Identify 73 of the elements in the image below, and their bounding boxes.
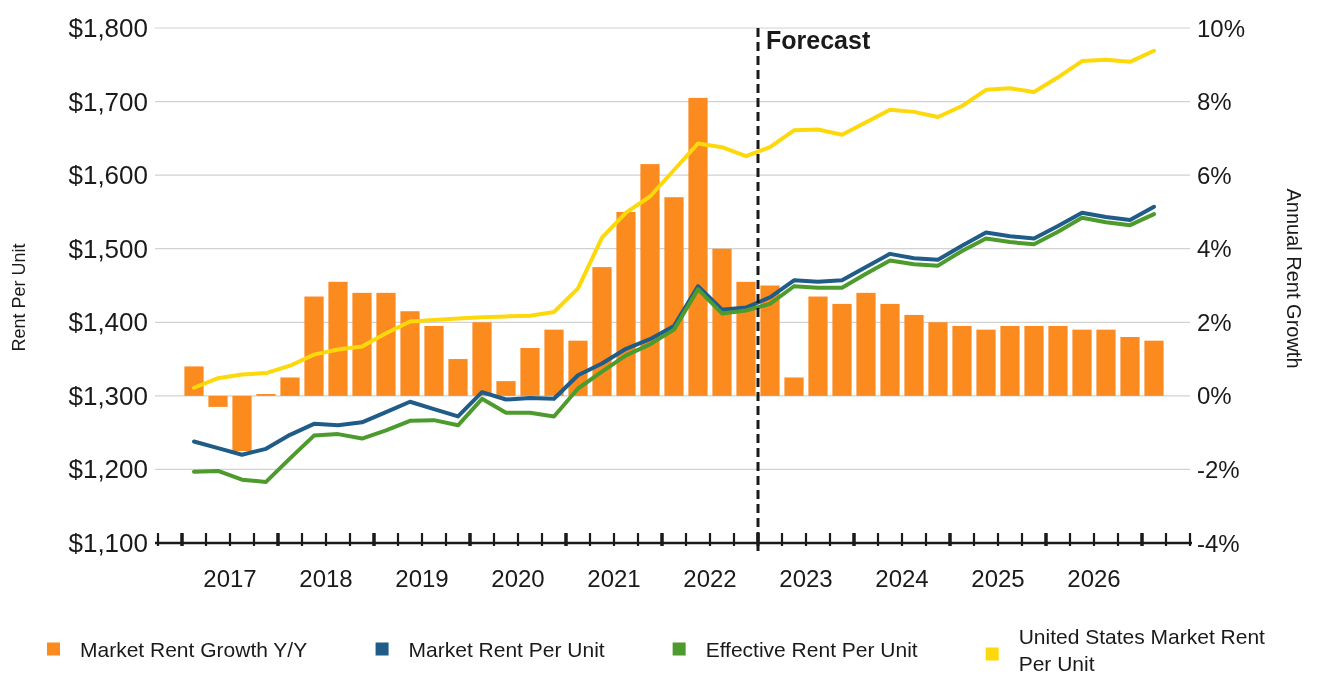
- y2-tick-label: -4%: [1197, 529, 1240, 557]
- bar: [400, 311, 420, 396]
- legend-label: Market Rent Per Unit: [408, 637, 605, 661]
- legend-label: United States Market Rent Per Unit: [1018, 624, 1266, 674]
- bar: [976, 329, 996, 396]
- y-tick-label: $1,600: [68, 160, 148, 191]
- bar: [1096, 329, 1116, 396]
- bar: [808, 296, 828, 396]
- y-axis-title: Rent Per Unit: [9, 243, 29, 352]
- bar: [592, 267, 612, 396]
- bar: [280, 377, 300, 396]
- y-tick-label: $1,200: [68, 454, 148, 485]
- bar: [904, 314, 924, 396]
- y2-tick-label: 2%: [1197, 308, 1232, 336]
- y2-tick-label: 10%: [1197, 14, 1246, 42]
- y2-axis-title: Annual Rent Growth: [1283, 188, 1305, 369]
- bar: [640, 164, 660, 396]
- bar: [328, 281, 348, 396]
- bar: [952, 325, 972, 396]
- x-tick-label: 2018: [299, 564, 353, 592]
- bar: [1048, 325, 1068, 396]
- bar: [712, 248, 732, 396]
- bar: [688, 97, 708, 396]
- bar: [472, 322, 492, 396]
- x-tick-label: 2017: [203, 564, 257, 592]
- y-tick-label: $1,100: [68, 528, 148, 558]
- bar: [832, 303, 852, 396]
- x-tick-label: 2020: [491, 564, 545, 592]
- y-tick-label: $1,400: [68, 307, 148, 338]
- bar: [352, 292, 372, 396]
- bar: [928, 322, 948, 396]
- x-tick-label: 2019: [395, 564, 449, 592]
- bar: [208, 395, 228, 407]
- x-tick-label: 2021: [587, 564, 641, 592]
- bar: [304, 296, 324, 396]
- y-tick-label: $1,800: [68, 13, 148, 43]
- x-tick-label: 2024: [875, 564, 929, 592]
- bar: [880, 303, 900, 396]
- bar: [448, 359, 468, 396]
- y2-tick-label: -2%: [1197, 455, 1240, 483]
- bar: [232, 395, 252, 452]
- x-tick-label: 2025: [971, 564, 1025, 592]
- y2-tick-label: 4%: [1197, 235, 1232, 263]
- bar: [1000, 325, 1020, 396]
- x-tick-label: 2023: [779, 564, 833, 592]
- bar: [376, 292, 396, 396]
- legend-label: Market Rent Growth Y/Y: [80, 637, 308, 661]
- line-series: [192, 48, 1156, 390]
- y-tick-label: $1,700: [68, 86, 148, 117]
- bar: [544, 329, 564, 396]
- y2-tick-label: 8%: [1197, 88, 1232, 116]
- y2-tick-label: 0%: [1197, 382, 1232, 410]
- legend-label: Effective Rent Per Unit: [705, 637, 918, 661]
- bar: [736, 281, 756, 396]
- bar: [616, 211, 636, 396]
- bar: [1120, 337, 1140, 396]
- y2-tick-label: 6%: [1197, 161, 1232, 189]
- x-tick-label: 2026: [1067, 564, 1121, 592]
- bar: [760, 285, 780, 396]
- y-tick-label: $1,500: [68, 233, 148, 264]
- x-tick-label: 2022: [683, 564, 737, 592]
- bar: [664, 197, 684, 396]
- bar: [424, 325, 444, 396]
- bar: [1072, 329, 1092, 396]
- bar: [520, 348, 540, 396]
- bar: [1144, 340, 1164, 396]
- bar: [184, 366, 204, 396]
- bar: [856, 292, 876, 396]
- bar: [784, 377, 804, 396]
- ref-line-label: Forecast: [766, 26, 871, 54]
- bar: [496, 381, 516, 396]
- y-tick-label: $1,300: [68, 380, 148, 411]
- bar: [1024, 325, 1044, 396]
